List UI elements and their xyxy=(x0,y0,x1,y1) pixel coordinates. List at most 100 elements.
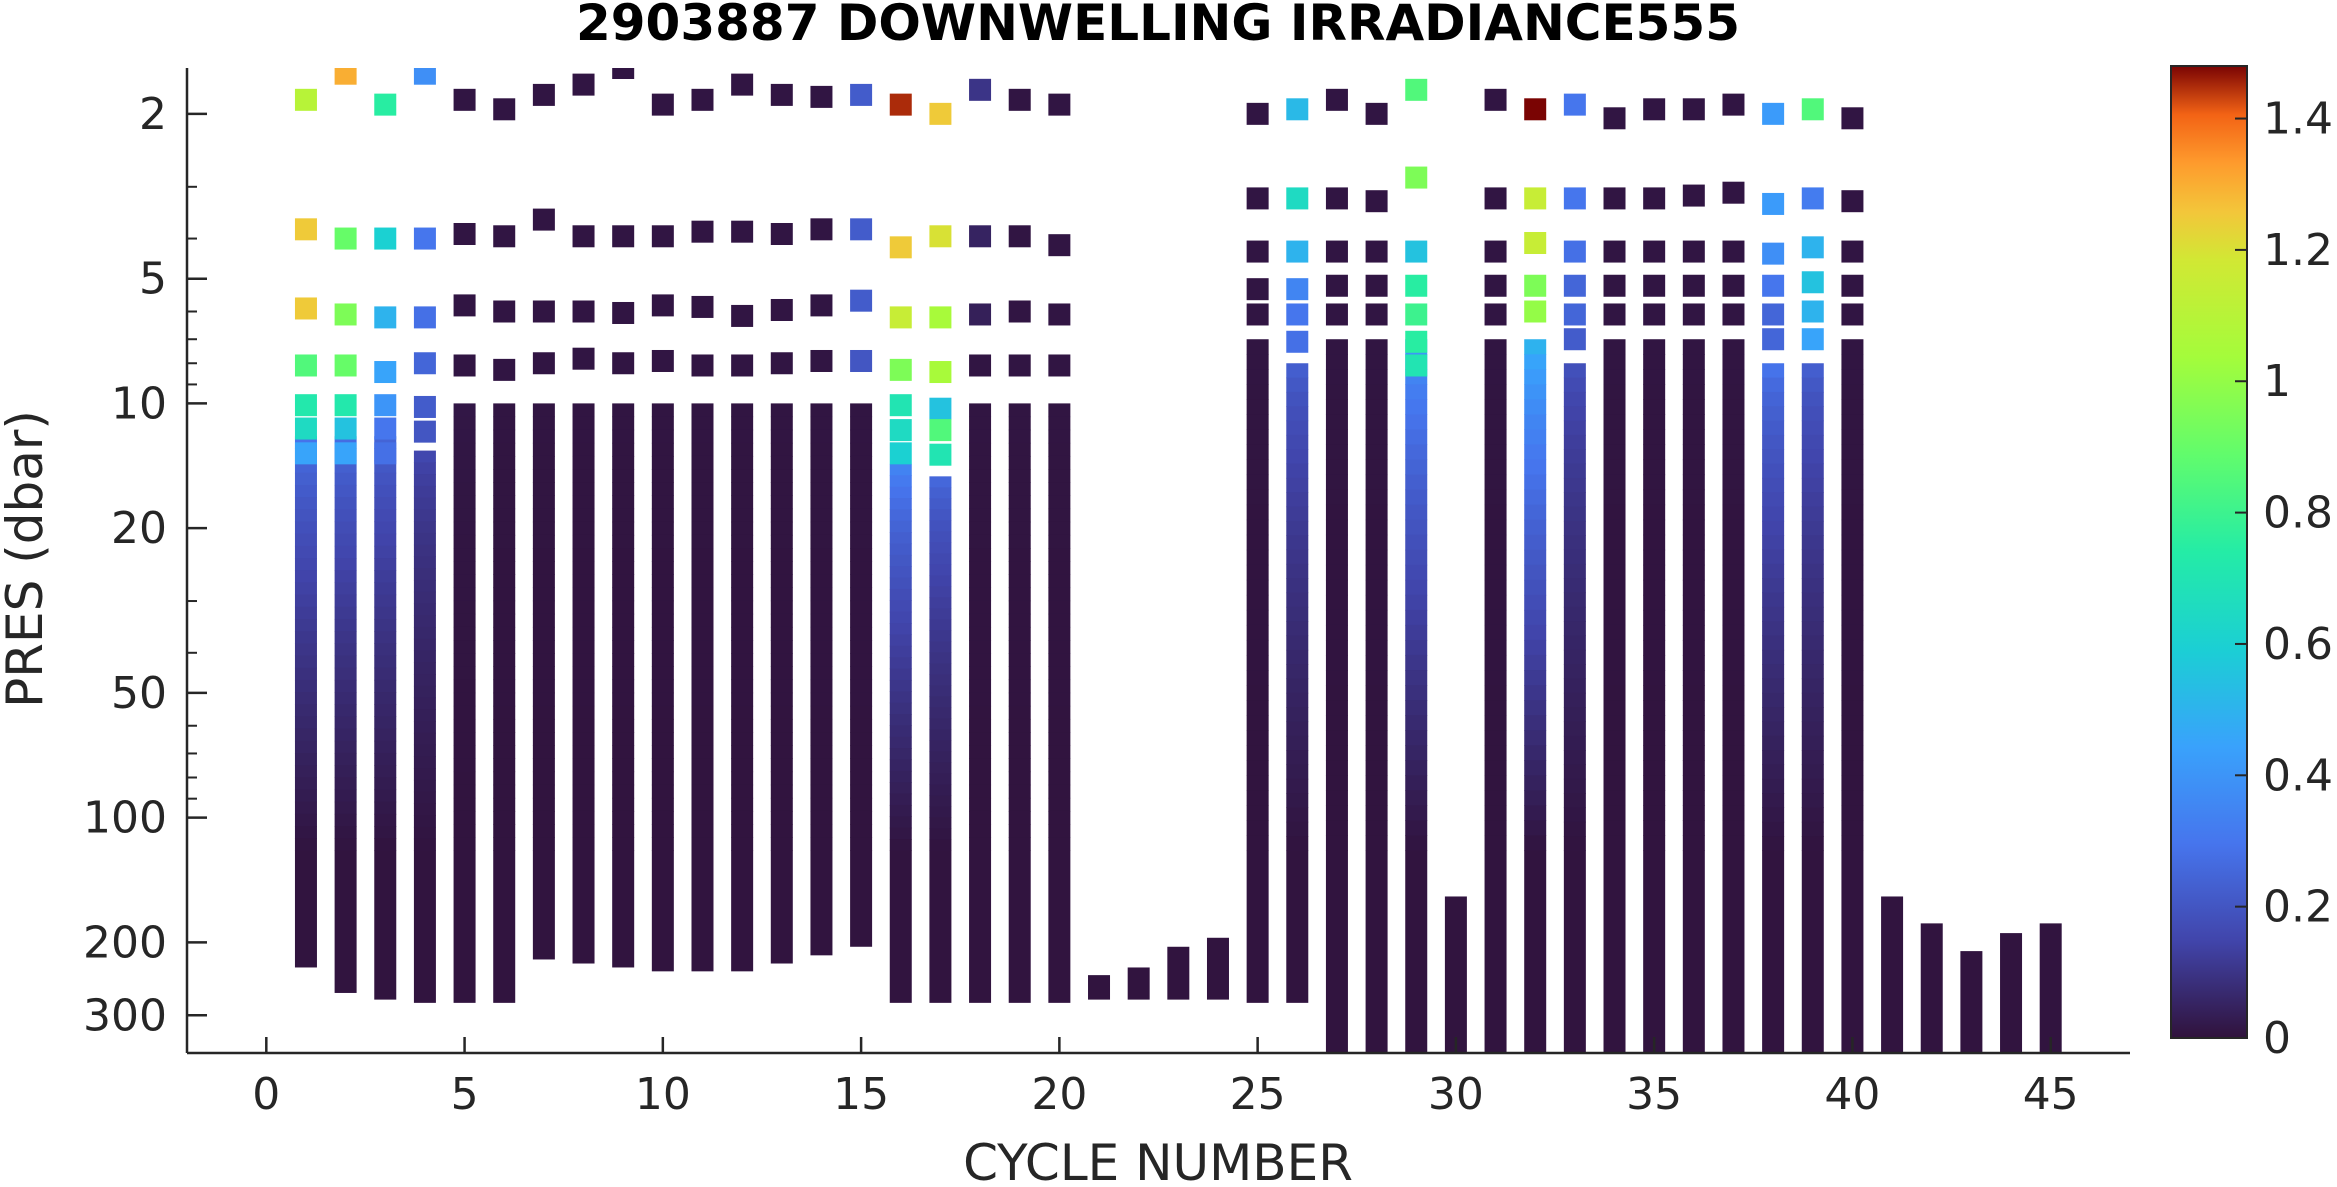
profile-segment xyxy=(1008,416,1031,431)
cast-cycle-4 xyxy=(413,68,436,1003)
profile-segment xyxy=(334,789,357,803)
profile-segment xyxy=(374,813,397,827)
profile-segment xyxy=(1405,715,1428,731)
profile-segment xyxy=(1801,535,1824,551)
profile-segment xyxy=(969,442,992,457)
profile-segment xyxy=(770,797,793,812)
profile-segment xyxy=(1365,594,1388,611)
profile-segment xyxy=(1008,429,1031,444)
profile-segment xyxy=(294,521,317,535)
data-point xyxy=(612,301,635,324)
data-point xyxy=(453,294,476,317)
profile-segment xyxy=(929,696,952,708)
profile-segment xyxy=(1325,835,1348,852)
profile-segment xyxy=(572,771,595,786)
profile-segment xyxy=(1563,363,1586,379)
profile-segment xyxy=(1563,621,1586,637)
profile-segment xyxy=(532,574,555,589)
profile-segment xyxy=(1008,666,1031,681)
profile-segment xyxy=(1008,455,1031,470)
profile-segment xyxy=(1365,354,1388,370)
data-point xyxy=(1246,102,1269,125)
profile-segment xyxy=(1682,474,1705,491)
profile-segment xyxy=(810,653,833,667)
profile-segment xyxy=(1365,444,1388,461)
data-point xyxy=(1008,88,1031,111)
profile-segment xyxy=(493,837,516,852)
profile-segment xyxy=(453,653,476,667)
profile-segment xyxy=(1841,339,1864,355)
profile-segment xyxy=(374,765,397,778)
profile-segment xyxy=(1365,579,1388,596)
profile-segment xyxy=(1682,715,1705,731)
profile-segment xyxy=(929,762,952,775)
profile-segment xyxy=(1484,504,1507,521)
profile-segment xyxy=(413,838,436,852)
profile-segment xyxy=(969,718,992,733)
profile-segment xyxy=(1048,574,1071,589)
profile-segment xyxy=(810,732,833,746)
profile-segment xyxy=(1841,444,1864,461)
profile-segment xyxy=(1563,678,1586,694)
profile-segment xyxy=(374,752,397,766)
profile-segment xyxy=(1722,760,1745,776)
data-point xyxy=(651,294,674,317)
data-point xyxy=(810,349,833,372)
profile-segment xyxy=(731,574,754,589)
profile-segment xyxy=(493,824,516,838)
cast-cycle-29 xyxy=(1405,78,1428,1053)
data-point xyxy=(1524,98,1547,121)
profile-segment xyxy=(1722,609,1745,626)
profile-segment xyxy=(612,600,635,615)
profile-segment xyxy=(1008,534,1031,549)
profile-segment xyxy=(453,482,476,497)
profile-segment xyxy=(1801,664,1824,680)
profile-segment xyxy=(1405,489,1428,506)
profile-segment xyxy=(850,745,873,759)
data-point xyxy=(770,222,793,245)
profile-segment xyxy=(572,810,595,825)
profile-segment xyxy=(1484,654,1507,671)
cast-cycle-27 xyxy=(1325,88,1348,1053)
profile-segment xyxy=(374,655,397,669)
profile-segment xyxy=(374,509,397,523)
profile-segment xyxy=(374,826,397,839)
profile-segment xyxy=(1841,579,1864,596)
profile-segment xyxy=(929,795,952,808)
profile-segment xyxy=(532,442,555,457)
profile-segment xyxy=(612,429,635,444)
profile-segment xyxy=(889,702,912,715)
profile-segment xyxy=(453,574,476,589)
data-point xyxy=(294,394,317,417)
data-point xyxy=(1563,303,1586,326)
profile-segment xyxy=(1563,764,1586,780)
data-point xyxy=(731,304,754,327)
profile-segment xyxy=(493,718,516,733)
data-point xyxy=(413,352,436,375)
profile-segment xyxy=(453,718,476,733)
data-point xyxy=(1286,303,1309,326)
profile-segment xyxy=(1722,414,1745,431)
deep-segment xyxy=(1841,850,1864,1053)
profile-segment xyxy=(572,679,595,694)
profile-segment xyxy=(1405,534,1428,551)
profile-segment xyxy=(493,771,516,786)
profile-segment xyxy=(1801,606,1824,622)
profile-segment xyxy=(1008,600,1031,615)
profile-segment xyxy=(889,486,912,499)
data-point xyxy=(770,83,793,106)
profile-segment xyxy=(1325,504,1348,521)
profile-segment xyxy=(612,482,635,497)
profile-segment xyxy=(1325,564,1348,581)
data-point xyxy=(850,349,873,372)
data-point xyxy=(1722,274,1745,297)
profile-segment xyxy=(691,442,714,457)
deep-segment xyxy=(691,850,714,972)
profile-segment xyxy=(929,476,952,488)
profile-segment xyxy=(572,824,595,838)
profile-segment xyxy=(453,521,476,536)
profile-segment xyxy=(1246,685,1269,701)
profile-segment xyxy=(1405,775,1428,791)
deep-segment xyxy=(2039,923,2062,1053)
data-point xyxy=(770,298,793,321)
